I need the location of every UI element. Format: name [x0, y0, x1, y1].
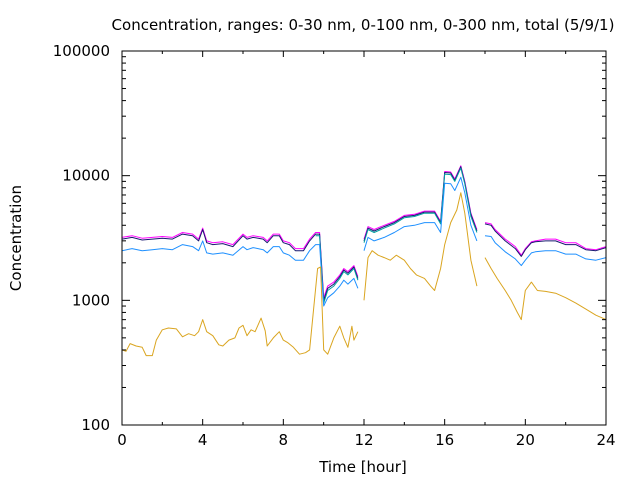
y-tick-label: 100000 — [53, 42, 110, 60]
y-tick-label: 1000 — [72, 291, 110, 309]
x-tick-label: 4 — [198, 431, 208, 449]
series-line-5 — [121, 266, 359, 357]
series-line-4 — [484, 235, 607, 267]
x-tick-label: 24 — [596, 431, 615, 449]
y-axis-label: Concentration — [7, 185, 25, 291]
x-axis-label: Time [hour] — [318, 458, 407, 476]
y-tick-label: 100 — [81, 416, 110, 434]
series-line-2 — [484, 223, 607, 257]
tick-layer: 0 4 8 12 16 20 24 100 1000 10000 100000 — [53, 42, 616, 449]
chart-title: Concentration, ranges: 0-30 nm, 0-100 nm… — [112, 16, 615, 34]
series-line-1 — [484, 222, 607, 256]
y-tick-label: 10000 — [62, 167, 110, 185]
series-line-5 — [484, 257, 607, 321]
series-line-4 — [121, 240, 359, 307]
x-tick-label: 8 — [279, 431, 289, 449]
x-tick-label: 0 — [117, 431, 127, 449]
plot-frame — [121, 50, 607, 426]
series-line-2 — [121, 229, 359, 301]
series-line-1 — [121, 227, 359, 299]
x-tick-label: 12 — [354, 431, 373, 449]
x-tick-label: 20 — [516, 431, 535, 449]
series-layer — [121, 165, 607, 357]
series-line-3 — [363, 167, 478, 243]
series-line-5 — [363, 192, 478, 301]
series-line-4 — [363, 176, 478, 251]
x-tick-label: 16 — [435, 431, 454, 449]
